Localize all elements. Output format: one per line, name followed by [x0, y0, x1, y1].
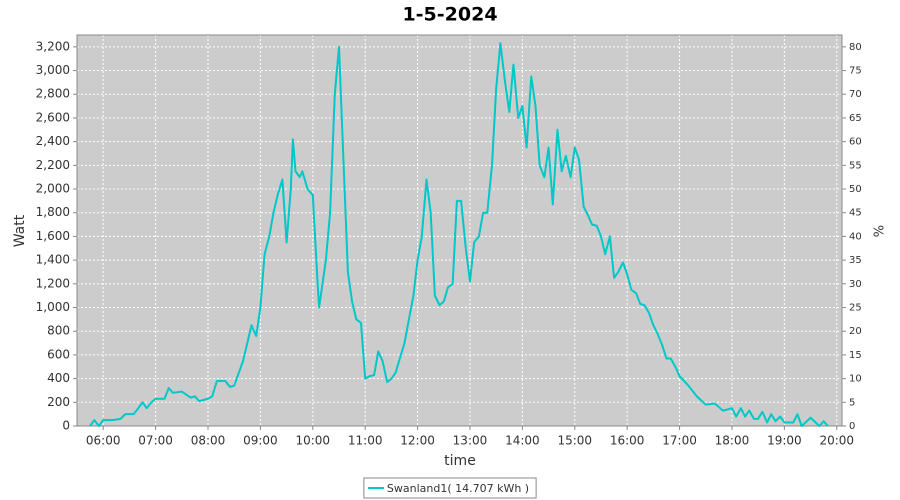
x-tick-label: 09:00 — [243, 434, 278, 448]
x-tick-label: 13:00 — [453, 434, 488, 448]
x-tick-label: 08:00 — [191, 434, 226, 448]
y2-tick-label: 55 — [849, 160, 862, 171]
y-tick-label: 1,600 — [36, 229, 70, 243]
y2-tick-label: 50 — [849, 184, 862, 195]
x-tick-label: 16:00 — [610, 434, 645, 448]
y-tick-label: 1,000 — [36, 300, 70, 314]
x-tick-label: 18:00 — [715, 434, 750, 448]
y2-tick-label: 30 — [849, 279, 862, 290]
y-axis-label: Watt — [12, 214, 28, 247]
y2-tick-label: 45 — [849, 208, 862, 219]
y2-tick-label: 80 — [849, 42, 862, 53]
y-tick-label: 2,200 — [36, 158, 70, 172]
plot-border — [76, 34, 843, 427]
x-tick-label: 07:00 — [138, 434, 173, 448]
y2-tick-label: 75 — [849, 66, 862, 77]
y2-tick-label: 15 — [849, 350, 862, 361]
x-tick-label: 12:00 — [400, 434, 435, 448]
x-axis-label: time — [444, 453, 476, 469]
y-tick-label: 3,000 — [36, 63, 70, 77]
plot-area — [77, 35, 842, 426]
y-tick-label: 400 — [47, 371, 70, 385]
chart-title: 1-5-2024 — [402, 4, 497, 26]
y-tick-label: 200 — [47, 395, 70, 409]
x-tick-label: 11:00 — [348, 434, 383, 448]
y2-tick-label: 5 — [849, 397, 855, 408]
y2-tick-label: 25 — [849, 303, 862, 314]
y-tick-label: 2,000 — [36, 182, 70, 196]
x-tick-label: 14:00 — [505, 434, 540, 448]
y-tick-label: 2,400 — [36, 134, 70, 148]
y2-tick-label: 35 — [849, 255, 862, 266]
y-tick-label: 1,800 — [36, 205, 70, 219]
y-tick-label: 2,800 — [36, 87, 70, 101]
y2-tick-label: 65 — [849, 113, 862, 124]
x-tick-label: 10:00 — [295, 434, 330, 448]
y-tick-label: 0 — [62, 419, 70, 433]
line-series — [89, 42, 829, 427]
y2-tick-label: 20 — [849, 326, 862, 337]
x-tick-label: 19:00 — [767, 434, 802, 448]
y-tick-label: 3,200 — [36, 39, 70, 53]
y-tick-label: 800 — [47, 324, 70, 338]
y2-tick-label: 40 — [849, 231, 862, 242]
y2-tick-label: 70 — [849, 89, 862, 100]
y-tick-label: 600 — [47, 347, 70, 361]
y-tick-label: 2,600 — [36, 110, 70, 124]
x-tick-label: 17:00 — [662, 434, 697, 448]
x-tick-label: 20:00 — [819, 434, 854, 448]
legend-box — [363, 477, 537, 499]
y2-tick-label: 60 — [849, 137, 862, 148]
y2-axis-label: % — [873, 225, 888, 237]
y-tick-label: 1,200 — [36, 276, 70, 290]
legend-label: Swanland1( 14.707 kWh ) — [387, 482, 529, 495]
y-tick-label: 1,400 — [36, 253, 70, 267]
y2-tick-label: 0 — [849, 421, 855, 432]
x-tick-label: 06:00 — [86, 434, 121, 448]
x-tick-label: 15:00 — [557, 434, 592, 448]
y2-tick-label: 10 — [849, 374, 862, 385]
